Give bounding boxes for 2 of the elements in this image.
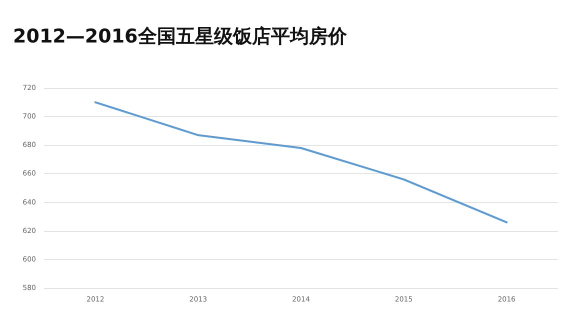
chart-title: 2012—2016全国五星级饭店平均房价	[13, 26, 348, 48]
line-series	[94, 101, 508, 224]
